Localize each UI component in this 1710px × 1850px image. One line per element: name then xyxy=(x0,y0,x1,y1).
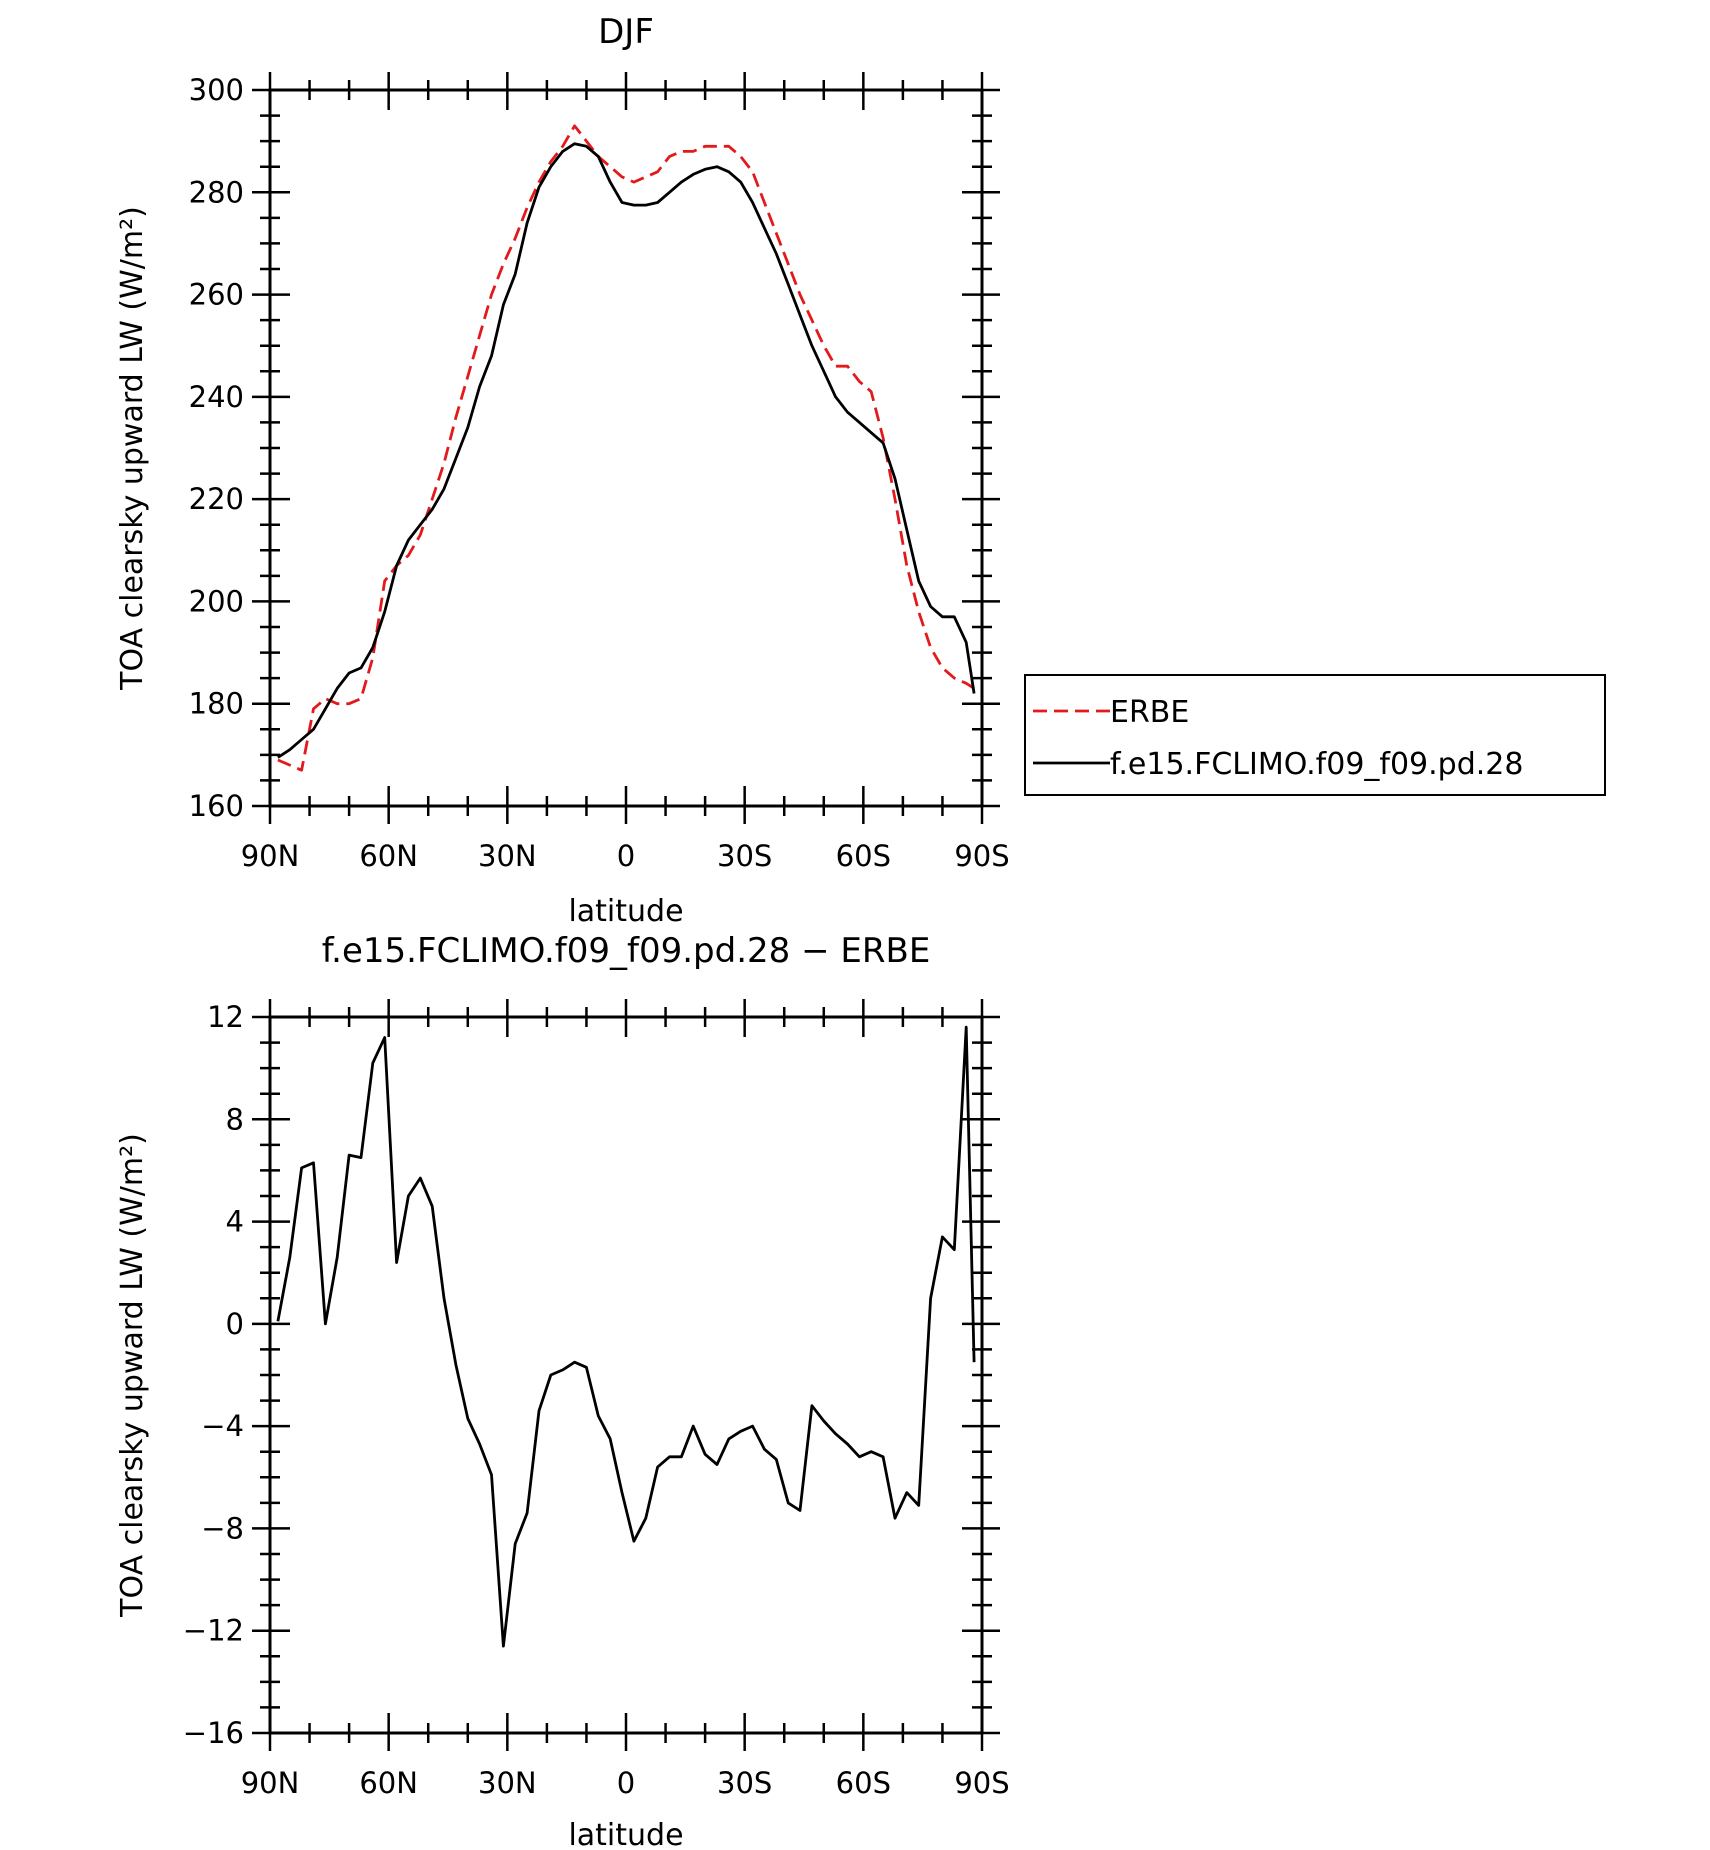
bottom-y-tick-labels: −16 −12 −8 −4 0 4 8 12 xyxy=(183,1000,244,1750)
bottom-x-axis-title: latitude xyxy=(568,1818,683,1850)
y-tick-label: 300 xyxy=(189,73,244,107)
y-tick-label: 160 xyxy=(189,789,244,823)
top-plot-frame xyxy=(268,88,984,808)
bottom-plot-frame xyxy=(268,1015,984,1735)
x-tick-label: 60S xyxy=(836,839,891,873)
top-series-line-1 xyxy=(277,142,976,759)
legend-entry-label: ERBE xyxy=(1110,695,1189,730)
x-tick-label: 60N xyxy=(359,1766,418,1800)
y-tick-label: 220 xyxy=(189,482,244,516)
x-tick-label: 30N xyxy=(478,839,537,873)
y-tick-label: 180 xyxy=(189,687,244,721)
y-tick-label: 8 xyxy=(226,1102,244,1136)
x-tick-label: 0 xyxy=(617,1766,635,1800)
top-series-group xyxy=(277,124,976,772)
x-tick-label: 90N xyxy=(241,839,300,873)
y-tick-label: 4 xyxy=(226,1205,244,1239)
bottom-ticks xyxy=(252,999,1000,1751)
top-y-tick-labels: 160 180 200 220 240 260 280 300 xyxy=(189,73,244,823)
y-tick-label: −12 xyxy=(183,1614,244,1648)
y-tick-label: 200 xyxy=(189,584,244,618)
top-panel: DJF 160 180 200 220 240 260 280 300 90N 60N 30N 0 3… xyxy=(115,12,1606,929)
y-tick-label: −8 xyxy=(201,1511,244,1545)
top-x-tick-labels: 90N 60N 30N 0 30S 60S 90S xyxy=(241,839,1010,873)
x-tick-label: 0 xyxy=(617,839,635,873)
top-chart-title: DJF xyxy=(598,12,654,52)
legend-box xyxy=(1024,674,1606,796)
top-series-line-0 xyxy=(277,124,975,772)
bottom-y-axis-title: TOA clearsky upward LW (W/m²) xyxy=(115,1133,150,1618)
x-tick-label: 30S xyxy=(717,839,772,873)
bottom-panel: f.e15.FCLIMO.f09_f09.pd.28 − ERBE −16 −12… xyxy=(115,931,1010,1850)
top-ticks xyxy=(252,72,1000,824)
y-tick-label: 12 xyxy=(207,1000,244,1034)
y-tick-label: 280 xyxy=(189,175,244,209)
x-tick-label: 60S xyxy=(836,1766,891,1800)
y-tick-label: −16 xyxy=(183,1716,244,1750)
top-x-axis-title: latitude xyxy=(568,894,683,929)
x-tick-label: 30S xyxy=(717,1766,772,1800)
x-tick-label: 90S xyxy=(954,1766,1009,1800)
bottom-series-line-0 xyxy=(276,1025,976,1648)
x-tick-label: 30N xyxy=(478,1766,537,1800)
x-tick-label: 90S xyxy=(954,839,1009,873)
y-tick-label: 240 xyxy=(189,380,244,414)
y-tick-label: 260 xyxy=(189,278,244,312)
legend-entry-label: f.e15.FCLIMO.f09_f09.pd.28 xyxy=(1110,747,1523,782)
y-tick-label: −4 xyxy=(201,1409,244,1443)
bottom-chart-title: f.e15.FCLIMO.f09_f09.pd.28 − ERBE xyxy=(322,931,931,971)
legend: ERBE f.e15.FCLIMO.f09_f09.pd.28 xyxy=(1024,674,1606,796)
y-tick-label: 0 xyxy=(226,1307,244,1341)
bottom-series-group xyxy=(276,1025,976,1648)
x-tick-label: 90N xyxy=(241,1766,300,1800)
x-tick-label: 60N xyxy=(359,839,418,873)
bottom-x-tick-labels: 90N 60N 30N 0 30S 60S 90S xyxy=(241,1766,1010,1800)
top-y-axis-title: TOA clearsky upward LW (W/m²) xyxy=(115,206,150,691)
